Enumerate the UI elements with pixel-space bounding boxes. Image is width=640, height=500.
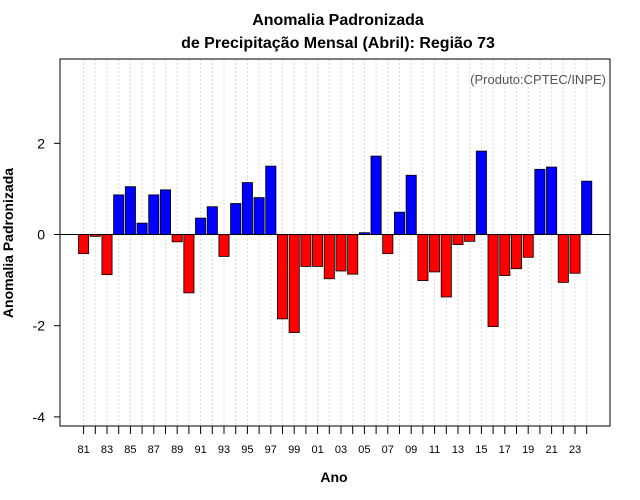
bar-1988: [159, 189, 171, 235]
x-tick-label: 99: [288, 444, 300, 456]
bar-2012: [440, 234, 452, 298]
bar-2008: [393, 211, 405, 235]
bar-1986: [136, 222, 148, 235]
bar-1999: [288, 234, 300, 333]
chart-title-line1: Anomalia Padronizada: [252, 12, 424, 29]
bar-2014: [464, 234, 476, 242]
bar-2021: [546, 166, 558, 235]
bar-2004: [347, 234, 359, 275]
y-tick-label: -4: [33, 409, 46, 425]
bar-2016: [487, 234, 499, 328]
bar-2024: [581, 180, 593, 235]
x-tick-label: 23: [569, 444, 581, 456]
x-tick-label: 91: [194, 444, 206, 456]
x-tick-label: 93: [218, 444, 230, 456]
x-tick-label: 87: [148, 444, 160, 456]
bar-1985: [124, 186, 136, 235]
x-tick-label: 85: [124, 444, 136, 456]
bar-2010: [417, 234, 429, 281]
gridlines: [83, 59, 588, 426]
bar-1991: [195, 217, 207, 235]
bar-2013: [452, 234, 464, 245]
bars-group: [78, 150, 593, 333]
bar-1998: [276, 234, 288, 320]
x-tick-label: 97: [265, 444, 277, 456]
bar-1989: [171, 234, 183, 243]
bar-2018: [510, 234, 522, 270]
bar-2020: [534, 168, 546, 235]
bar-2006: [370, 155, 382, 235]
x-tick-label: 83: [101, 444, 113, 456]
x-tick-label: 95: [241, 444, 253, 456]
x-tick-label: 13: [452, 444, 464, 456]
x-tick-label: 05: [358, 444, 370, 456]
bar-1990: [183, 234, 195, 294]
bar-1984: [113, 194, 125, 235]
bar-2023: [569, 234, 581, 274]
bar-1981: [78, 234, 90, 255]
bar-2009: [405, 174, 417, 235]
y-tick-label: -2: [33, 318, 46, 334]
bar-2001: [312, 234, 324, 267]
y-tick-label: 0: [37, 227, 45, 243]
bar-1993: [218, 234, 230, 257]
x-tick-label: 17: [499, 444, 511, 456]
bar-1996: [253, 197, 265, 235]
chart-title-line2: de Precipitação Mensal (Abril): Região 7…: [181, 35, 495, 52]
x-tick-label: 03: [335, 444, 347, 456]
bar-1992: [206, 206, 218, 235]
x-tick-label: 15: [475, 444, 487, 456]
plot-frame: [59, 58, 611, 427]
x-axis-title: Ano: [320, 469, 347, 485]
bar-2019: [522, 234, 534, 258]
x-tick-label: 21: [545, 444, 557, 456]
y-axis-ticks: -4 -2 0 2: [33, 135, 60, 425]
y-axis-title: Anomalia Padronizada: [0, 168, 16, 318]
credit-label: (Produto:CPTEC/INPE): [470, 72, 606, 87]
x-tick-label: 19: [522, 444, 534, 456]
x-tick-label: 11: [429, 444, 440, 456]
bar-1997: [265, 165, 277, 235]
x-tick-label: 09: [405, 444, 417, 456]
x-tick-label: 07: [382, 444, 394, 456]
x-tick-label: 01: [311, 444, 323, 456]
bar-2017: [499, 234, 511, 276]
bar-1994: [230, 203, 242, 235]
x-axis-ticks: 81 83 85 87 89 91 93 95 97 99 01 03 05 07 09 11 13 15 17 19…: [77, 426, 588, 456]
bar-2000: [300, 234, 312, 267]
bar-2022: [557, 234, 569, 283]
bar-1995: [241, 182, 253, 235]
bar-1987: [148, 194, 160, 235]
x-tick-label: 81: [77, 444, 89, 456]
bar-2003: [335, 234, 347, 272]
bar-2015: [475, 150, 487, 235]
bar-2011: [429, 234, 441, 273]
y-tick-label: 2: [37, 135, 45, 151]
bar-2007: [382, 234, 394, 255]
x-tick-label: 89: [171, 444, 183, 456]
bar-1983: [101, 234, 113, 276]
bar-2002: [323, 234, 335, 280]
